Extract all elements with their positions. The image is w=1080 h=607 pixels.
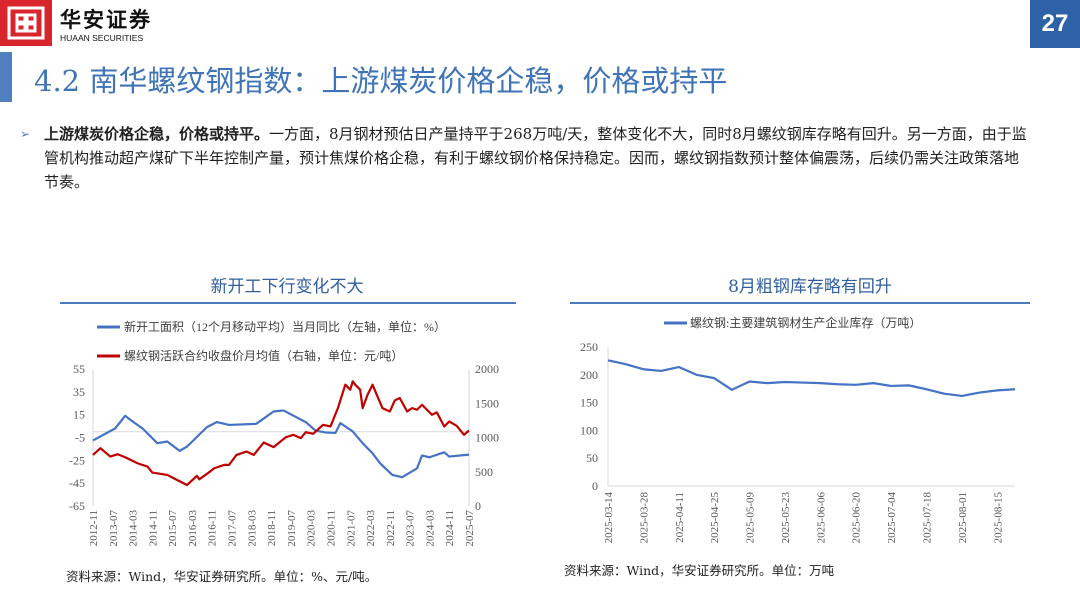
x-tick-label: 2014-11 — [147, 510, 159, 546]
logo-mark-icon — [7, 6, 45, 40]
x-tick-label: 2025-03-14 — [603, 492, 615, 544]
chart-rule-right — [570, 302, 1030, 304]
source-left: 资料来源：Wind，华安证券研究所。单位：%、元/吨。 — [66, 569, 378, 584]
y-tick-label: 150 — [580, 396, 598, 410]
x-tick-label: 2012-11 — [88, 510, 100, 546]
x-tick-label: 2020-11 — [325, 510, 337, 546]
series-line-new-starts — [92, 409, 470, 479]
x-tick-label: 2022-03 — [365, 510, 377, 547]
y-left-tick-label: -25 — [69, 453, 85, 467]
x-tick-label: 2025-06-06 — [815, 492, 827, 544]
y-right-tick-label: 500 — [475, 465, 493, 479]
x-tick-label: 2022-11 — [385, 510, 397, 546]
x-tick-label: 2021-07 — [345, 510, 357, 547]
x-tick-label: 2023-07 — [405, 510, 417, 547]
x-tick-label: 2025-08-01 — [957, 492, 969, 543]
chart-rule-left — [60, 302, 516, 304]
y-left-tick-label: 15 — [73, 408, 85, 422]
chart-title-left: 新开工下行变化不大 — [210, 277, 364, 297]
y-tick-label: 250 — [580, 340, 598, 354]
y-left-tick-label: 35 — [73, 385, 85, 399]
x-tick-label: 2025-04-25 — [709, 492, 721, 544]
y-right-tick-label: 1000 — [475, 431, 499, 445]
x-tick-label: 2018-11 — [266, 510, 278, 546]
x-tick-label: 2025-08-15 — [992, 492, 1004, 544]
y-tick-label: 100 — [580, 423, 598, 437]
x-tick-label: 2025-03-28 — [638, 492, 650, 544]
x-tick-label: 2016-11 — [207, 510, 219, 546]
title-accent-bar — [0, 52, 12, 102]
legend-label: 螺纹钢活跃合约收盘价月均值（右轴，单位：元/吨） — [124, 348, 403, 363]
x-tick-label: 2018-03 — [246, 510, 258, 547]
x-tick-label: 2025-07-04 — [886, 492, 898, 544]
source-right: 资料来源：Wind，华安证券研究所。单位：万吨 — [564, 563, 835, 578]
body-text: 一方面，8月钢材预估日产量持平于268万吨/天，整体变化不大，同时8月螺纹钢库存… — [44, 125, 1027, 191]
page-title: 4.2 南华螺纹钢指数：上游煤炭价格企稳，价格或持平 — [34, 64, 728, 98]
legend-label: 新开工面积（12个月移动平均）当月同比（左轴，单位：%） — [124, 319, 446, 334]
x-tick-label: 2019-07 — [286, 510, 298, 547]
series-line-rebar-price — [92, 380, 470, 487]
x-tick-label: 2014-03 — [128, 510, 140, 547]
body-lead: 上游煤炭价格企稳，价格或持平。 — [44, 125, 270, 143]
chart-rebar-inventory: 250 200 150 100 50 0 2025-03-14 2025-03-28 2025-… — [580, 315, 1016, 544]
x-tick-label: 2024-11 — [444, 510, 456, 546]
x-tick-label: 2025-07-18 — [922, 492, 934, 544]
chart-new-starts-vs-rebar: 55 35 15 -5 -25 -45 -65 2000 1500 1000 500 0 2012-11… — [69, 319, 499, 547]
x-tick-label: 2025-05-23 — [780, 492, 792, 544]
y-tick-label: 0 — [592, 479, 598, 493]
y-left-tick-label: -5 — [75, 431, 85, 445]
y-right-tick-label: 0 — [475, 499, 481, 513]
y-right-tick-label: 1500 — [475, 396, 499, 410]
y-tick-label: 200 — [580, 368, 598, 382]
brand-name-en: HUAAN SECURITIES — [60, 33, 144, 43]
chart-title-right: 8月粗钢库存略有回升 — [728, 277, 892, 297]
x-tick-label: 2017-07 — [227, 510, 239, 547]
page-number: 27 — [1030, 0, 1080, 48]
logo — [0, 0, 52, 46]
series-line-inventory — [607, 359, 1016, 398]
y-left-tick-label: -45 — [69, 476, 85, 490]
x-tick-label: 2013-07 — [108, 510, 120, 547]
y-left-tick-label: -65 — [69, 499, 85, 513]
x-tick-label: 2025-07 — [464, 510, 476, 547]
brand-name: 华安证券 — [60, 7, 152, 32]
x-tick-label: 2025-05-09 — [745, 492, 757, 544]
y-right-tick-label: 2000 — [475, 362, 499, 376]
x-tick-label: 2015-07 — [167, 510, 179, 547]
legend-label: 螺纹钢:主要建筑钢材生产企业库存（万吨） — [690, 315, 921, 330]
y-tick-label: 50 — [586, 451, 598, 465]
x-tick-label: 2025-04-11 — [674, 492, 686, 543]
body-paragraph: ➢ 上游煤炭价格企稳，价格或持平。一方面，8月钢材预估日产量持平于268万吨/天… — [20, 122, 1030, 194]
x-tick-label: 2020-03 — [306, 510, 318, 547]
x-tick-label: 2024-03 — [424, 510, 436, 547]
bullet-arrow-icon: ➢ — [20, 127, 31, 141]
x-tick-label: 2016-03 — [187, 510, 199, 547]
x-tick-label: 2025-06-20 — [851, 492, 863, 544]
y-left-tick-label: 55 — [73, 362, 85, 376]
